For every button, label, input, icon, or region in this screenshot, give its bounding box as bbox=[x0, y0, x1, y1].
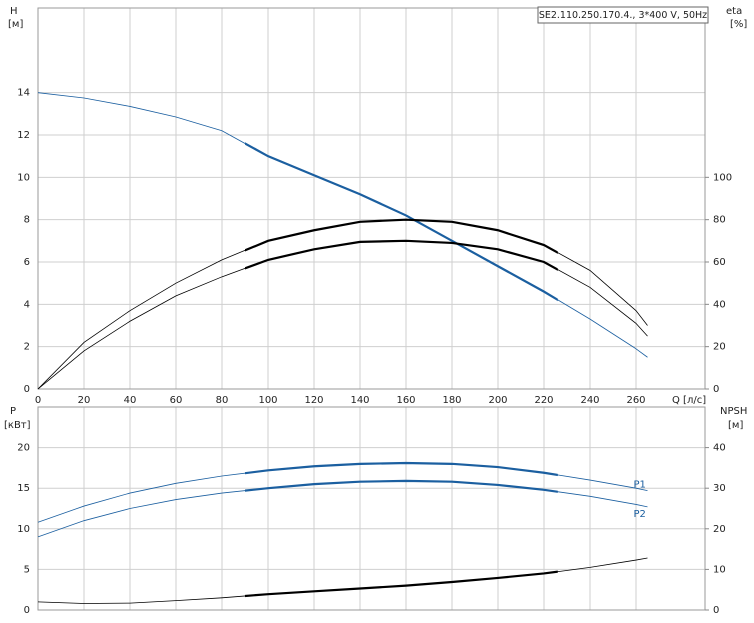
x-tick-label: 120 bbox=[304, 395, 323, 406]
x-tick-label: 160 bbox=[396, 395, 415, 406]
y2-unit: [м] bbox=[728, 420, 743, 431]
x-tick-label: 100 bbox=[258, 395, 277, 406]
y-label: P bbox=[10, 406, 16, 417]
y-tick-label: 4 bbox=[24, 299, 30, 310]
curve-duty-range bbox=[245, 479, 558, 493]
y2-tick-label: 40 bbox=[713, 443, 726, 454]
y-unit: [кВт] bbox=[4, 420, 31, 431]
series-label: P2 bbox=[634, 509, 646, 520]
y-tick-label: 8 bbox=[24, 215, 30, 226]
curve-duty-range bbox=[245, 239, 558, 271]
chart-title: SE2.110.250.170.4., 3*400 V, 50Hz bbox=[539, 10, 707, 21]
y2-tick-label: 10 bbox=[713, 564, 726, 575]
y-tick-label: 0 bbox=[24, 384, 30, 395]
curve-duty-range bbox=[245, 142, 558, 302]
x-tick-label: 40 bbox=[124, 395, 137, 406]
curve-duty-range bbox=[245, 461, 558, 477]
y2-tick-label: 80 bbox=[713, 215, 726, 226]
y-tick-label: 14 bbox=[17, 88, 30, 99]
y2-tick-label: 100 bbox=[713, 172, 732, 183]
x-tick-label: 220 bbox=[534, 395, 553, 406]
y-tick-label: 2 bbox=[24, 342, 30, 353]
title-box bbox=[537, 6, 709, 24]
x-tick-label: 200 bbox=[488, 395, 507, 406]
x-tick-label: 180 bbox=[442, 395, 461, 406]
y-tick-label: 15 bbox=[17, 483, 30, 494]
y2-tick-label: 30 bbox=[713, 483, 726, 494]
x-tick-label: 60 bbox=[170, 395, 183, 406]
x-tick-label: 260 bbox=[626, 395, 645, 406]
y2-unit: [%] bbox=[730, 19, 747, 30]
series-label: P1 bbox=[634, 480, 646, 491]
y2-label: NPSH bbox=[720, 406, 747, 417]
y-label: H bbox=[10, 6, 18, 17]
y-tick-label: 5 bbox=[24, 564, 30, 575]
x-tick-label: 140 bbox=[350, 395, 369, 406]
y2-tick-label: 20 bbox=[713, 524, 726, 535]
y2-tick-label: 40 bbox=[713, 299, 726, 310]
y2-label: eta bbox=[726, 6, 742, 17]
bottom-frame bbox=[37, 406, 706, 611]
curve-duty-range bbox=[245, 218, 558, 254]
y-tick-label: 10 bbox=[17, 524, 30, 535]
y-tick-label: 12 bbox=[17, 130, 30, 141]
x-tick-label: 240 bbox=[580, 395, 599, 406]
x-tick-label: 0 bbox=[35, 395, 41, 406]
top-frame bbox=[37, 7, 706, 390]
x-label: Q [л/с] bbox=[672, 395, 706, 406]
y2-tick-label: 0 bbox=[713, 605, 719, 616]
y2-tick-label: 20 bbox=[713, 342, 726, 353]
x-tick-label: 20 bbox=[78, 395, 91, 406]
y2-tick-label: 60 bbox=[713, 257, 726, 268]
y-tick-label: 20 bbox=[17, 443, 30, 454]
x-tick-label: 80 bbox=[216, 395, 229, 406]
y-tick-label: 10 bbox=[17, 172, 30, 183]
y-tick-label: 6 bbox=[24, 257, 30, 268]
plots: 0 20 40 60 80 100 120 140 160 180 200 220 240 2600246… bbox=[17, 88, 732, 616]
y-tick-label: 0 bbox=[24, 605, 30, 616]
y2-tick-label: 0 bbox=[713, 384, 719, 395]
y-unit: [м] bbox=[8, 19, 23, 30]
curve-duty-range bbox=[245, 570, 558, 598]
